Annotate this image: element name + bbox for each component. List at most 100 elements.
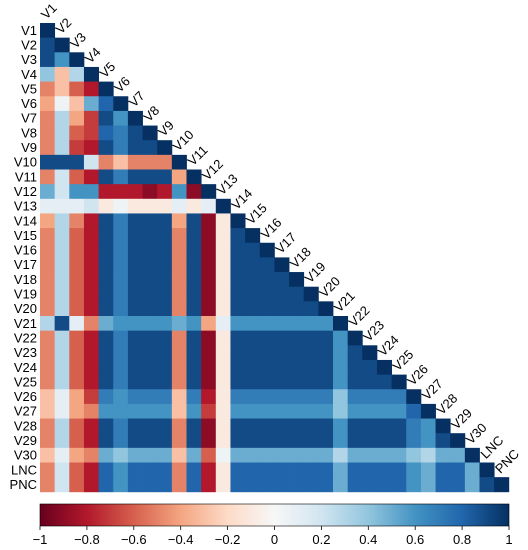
row-label-V18: V18: [14, 272, 37, 287]
heatmap-cell-V23-V14: [230, 345, 246, 361]
heatmap-cell-V25-V6: [113, 374, 129, 390]
heatmap-cell-V14-V8: [142, 213, 158, 229]
heatmap-cell-V13-V9: [157, 198, 173, 214]
column-label-V5: V5: [96, 59, 118, 81]
heatmap-cell-V26-V18: [289, 389, 305, 405]
heatmap-cell-V25-V22: [347, 374, 363, 390]
heatmap-cell-V27-V5: [98, 403, 114, 419]
heatmap-cell-V27-V1: [40, 403, 56, 419]
heatmap-cell-V10-V1: [40, 154, 56, 170]
heatmap-cell-V14-V12: [201, 213, 217, 229]
heatmap-cell-V15-V12: [201, 228, 217, 244]
heatmap-cell-V30-V14: [230, 447, 246, 463]
heatmap-cell-V29-V25: [391, 433, 407, 449]
heatmap-cell-PNC-V24: [376, 477, 392, 493]
heatmap-cell-V25-V14: [230, 374, 246, 390]
heatmap-cell-V23-V9: [157, 345, 173, 361]
heatmap-cell-V28-V11: [186, 418, 202, 434]
heatmap-cell-V24-V6: [113, 359, 129, 375]
heatmap-cell-V27-V22: [347, 403, 363, 419]
heatmap-cell-V7-V3: [69, 110, 85, 126]
heatmap-cell-V6-V5: [98, 96, 114, 112]
heatmap-cell-V27-V10: [171, 403, 187, 419]
heatmap-cell-V19-V4: [83, 286, 99, 302]
heatmap-cell-V23-V1: [40, 345, 56, 361]
heatmap-cell-V15-V9: [157, 228, 173, 244]
colorbar-tick-label: 0.8: [453, 532, 471, 547]
heatmap-cell-V22-V2: [54, 330, 70, 346]
heatmap-cell-V24-V22: [347, 359, 363, 375]
heatmap-cell-V17-V8: [142, 257, 158, 273]
heatmap-cell-V15-V10: [171, 228, 187, 244]
heatmap-cell-V27-V21: [333, 403, 349, 419]
heatmap-cell-V28-V16: [259, 418, 275, 434]
heatmap-cell-V13-V11: [186, 198, 202, 214]
heatmap-cell-V21-V11: [186, 316, 202, 332]
heatmap-cell-V11-V11: [186, 169, 202, 185]
heatmap-cell-V25-V10: [171, 374, 187, 390]
heatmap-cell-V22-V3: [69, 330, 85, 346]
heatmap-cell-LNC-V18: [289, 462, 305, 478]
heatmap-cell-V28-V12: [201, 418, 217, 434]
heatmap-cell-V22-V5: [98, 330, 114, 346]
heatmap-cell-V11-V1: [40, 169, 56, 185]
heatmap-cell-V23-V12: [201, 345, 217, 361]
heatmap-cell-V17-V13: [215, 257, 231, 273]
heatmap-cell-V18-V6: [113, 272, 129, 288]
heatmap-cell-V13-V8: [142, 198, 158, 214]
heatmap-cell-V12-V10: [171, 184, 187, 200]
heatmap-cell-V12-V9: [157, 184, 173, 200]
heatmap-cell-V19-V5: [98, 286, 114, 302]
heatmap-cell-LNC-V7: [127, 462, 143, 478]
heatmap-cell-V5-V1: [40, 81, 56, 97]
heatmap-cell-V21-V2: [54, 316, 70, 332]
heatmap-cell-V22-V16: [259, 330, 275, 346]
heatmap-cell-V16-V2: [54, 242, 70, 258]
heatmap-cell-V8-V1: [40, 125, 56, 141]
heatmap-cell-V10-V10: [171, 154, 187, 170]
heatmap-cell-V6-V3: [69, 96, 85, 112]
heatmap-cell-V23-V5: [98, 345, 114, 361]
heatmap-cell-V22-V6: [113, 330, 129, 346]
heatmap-cell-V15-V8: [142, 228, 158, 244]
heatmap-cell-PNC-V29: [450, 477, 466, 493]
heatmap-cell-V18-V10: [171, 272, 187, 288]
heatmap-cell-V11-V2: [54, 169, 70, 185]
heatmap-cell-LNC-V11: [186, 462, 202, 478]
heatmap-cell-V2-V2: [54, 37, 70, 53]
heatmap-cell-V25-V3: [69, 374, 85, 390]
heatmap-cell-V18-V7: [127, 272, 143, 288]
heatmap-cell-V19-V11: [186, 286, 202, 302]
heatmap-cell-V12-V8: [142, 184, 158, 200]
heatmap-cell-V25-V2: [54, 374, 70, 390]
heatmap-cell-V22-V20: [318, 330, 334, 346]
heatmap-cell-V9-V8: [142, 140, 158, 156]
heatmap-cell-V29-V2: [54, 433, 70, 449]
heatmap-cell-V23-V21: [333, 345, 349, 361]
heatmap-cell-V3-V1: [40, 52, 56, 68]
heatmap-cell-LNC-V22: [347, 462, 363, 478]
heatmap-cell-PNC-V9: [157, 477, 173, 493]
heatmap-cell-V25-V5: [98, 374, 114, 390]
heatmap-cell-V12-V4: [83, 184, 99, 200]
heatmap-cell-V26-V11: [186, 389, 202, 405]
row-label-V4: V4: [21, 67, 37, 82]
row-label-V12: V12: [14, 184, 37, 199]
row-label-V14: V14: [14, 213, 37, 228]
heatmap-cell-V9-V9: [157, 140, 173, 156]
heatmap-cell-V27-V12: [201, 403, 217, 419]
heatmap-cell-V10-V9: [157, 154, 173, 170]
heatmap-cell-V15-V4: [83, 228, 99, 244]
heatmap-cell-V13-V1: [40, 198, 56, 214]
heatmap-cell-V21-V10: [171, 316, 187, 332]
heatmap-cell-V21-V1: [40, 316, 56, 332]
heatmap-cell-V24-V11: [186, 359, 202, 375]
heatmap-cell-V20-V17: [274, 301, 290, 317]
heatmap-cell-V11-V8: [142, 169, 158, 185]
heatmap-cell-V27-V9: [157, 403, 173, 419]
heatmap-cell-V24-V19: [303, 359, 319, 375]
heatmap-cell-V25-V15: [245, 374, 261, 390]
heatmap-cell-V20-V5: [98, 301, 114, 317]
heatmap-cell-V16-V9: [157, 242, 173, 258]
heatmap-cell-V8-V3: [69, 125, 85, 141]
